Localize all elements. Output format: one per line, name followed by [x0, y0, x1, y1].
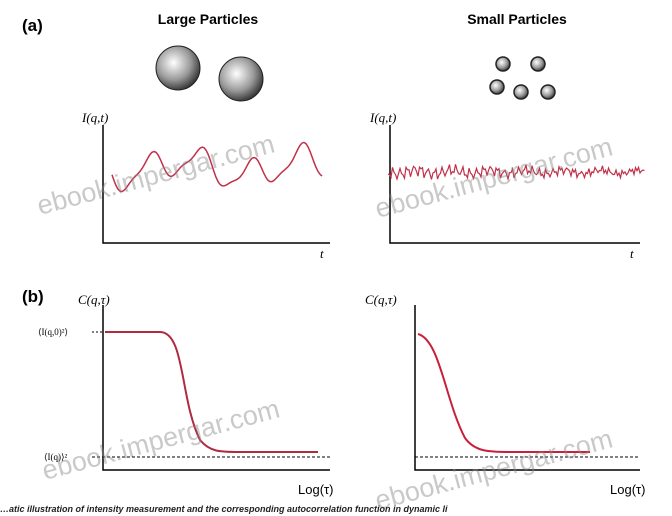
panel-label: (a)	[22, 16, 43, 35]
small-particles	[489, 56, 556, 100]
axis-label: I(q,t)	[81, 110, 108, 125]
correlation-curve	[105, 331, 318, 453]
axis-label: t	[630, 246, 634, 261]
level-label: ⟨I(q)⟩²	[44, 452, 68, 462]
axis-label: C(q,τ)	[78, 292, 110, 307]
axis-label: C(q,τ)	[365, 292, 397, 307]
particle	[155, 45, 201, 91]
watermark: ebook.impergar.com	[372, 132, 616, 224]
intensity-trace	[387, 164, 645, 182]
panel-title: Large Particles	[158, 11, 259, 27]
correlation-curve	[417, 333, 590, 453]
axis	[414, 305, 640, 471]
axis-label: t	[320, 246, 324, 261]
particle	[218, 56, 264, 102]
watermark: ebook.impergar.com	[39, 394, 283, 486]
panel-label: (b)	[22, 287, 44, 306]
axis-label: Log(τ)	[610, 482, 645, 497]
level-label: ⟨I(q,0)²⟩	[38, 327, 68, 337]
axis-label: Log(τ)	[298, 482, 333, 497]
axis	[102, 125, 330, 244]
axis-label: I(q,t)	[369, 110, 396, 125]
axis	[102, 305, 330, 471]
axis	[389, 125, 640, 244]
caption: …atic illustration of intensity measurem…	[0, 504, 448, 514]
panel-title: Small Particles	[467, 11, 567, 27]
intensity-trace	[111, 141, 323, 193]
